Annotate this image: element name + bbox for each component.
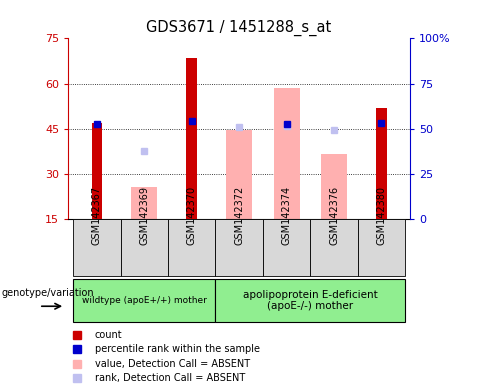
Text: wildtype (apoE+/+) mother: wildtype (apoE+/+) mother (82, 296, 207, 305)
Bar (73, 219, 121, 276)
Bar (131, 187, 157, 219)
Text: GSM142367: GSM142367 (92, 186, 102, 245)
Bar (168, 219, 215, 276)
Text: genotype/variation: genotype/variation (1, 288, 94, 298)
Text: GSM142369: GSM142369 (139, 186, 149, 245)
Bar (73, 279, 215, 322)
Text: count: count (95, 330, 122, 340)
Bar (215, 219, 263, 276)
Bar (92, 122, 102, 219)
Bar (376, 108, 386, 219)
Text: rank, Detection Call = ABSENT: rank, Detection Call = ABSENT (95, 373, 245, 383)
Bar (121, 219, 168, 276)
Bar (186, 58, 197, 219)
Text: apolipoprotein E-deficient
(apoE-/-) mother: apolipoprotein E-deficient (apoE-/-) mot… (243, 290, 378, 311)
Bar (215, 279, 405, 322)
Bar (358, 219, 405, 276)
Title: GDS3671 / 1451288_s_at: GDS3671 / 1451288_s_at (146, 20, 332, 36)
Text: GSM142370: GSM142370 (187, 186, 197, 245)
Bar (263, 219, 310, 276)
Text: value, Detection Call = ABSENT: value, Detection Call = ABSENT (95, 359, 250, 369)
Bar (273, 88, 300, 219)
Bar (310, 219, 358, 276)
Text: GSM142376: GSM142376 (329, 186, 339, 245)
Bar (321, 154, 347, 219)
Text: percentile rank within the sample: percentile rank within the sample (95, 344, 260, 354)
Text: GSM142380: GSM142380 (376, 186, 386, 245)
Text: GSM142372: GSM142372 (234, 185, 244, 245)
Text: GSM142374: GSM142374 (282, 186, 291, 245)
Bar (226, 130, 252, 219)
